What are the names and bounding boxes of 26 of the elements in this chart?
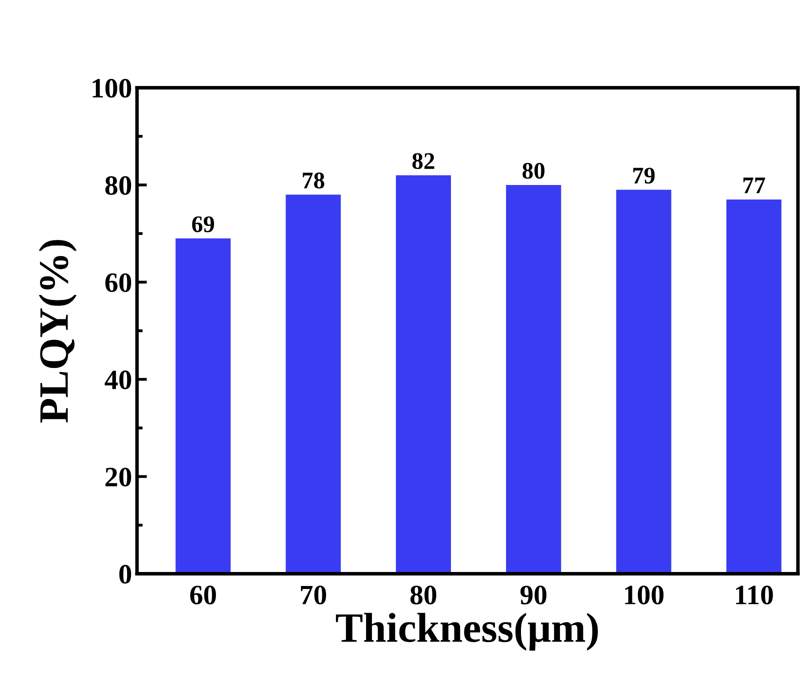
y-axis-title: PLQY(%): [38, 240, 77, 423]
y-tick-label: 20: [106, 468, 132, 486]
x-axis-title: Thickness(μm): [336, 612, 598, 651]
data-label: 80: [522, 162, 544, 179]
data-label: 79: [633, 168, 655, 184]
y-tick-label: 40: [104, 370, 132, 390]
bar: [286, 194, 341, 574]
x-tick-label: 70: [300, 586, 326, 604]
x-tick-label: 110: [736, 586, 773, 604]
data-label: 82: [412, 153, 434, 170]
bar: [396, 175, 451, 574]
data-label: 77: [743, 178, 766, 194]
x-tick-label: 80: [410, 586, 436, 604]
data-label: 78: [302, 172, 324, 188]
y-tick-label: 80: [105, 176, 132, 195]
bar: [176, 238, 231, 574]
y-tick-label: 0: [119, 564, 132, 584]
x-tick-label: 90: [520, 586, 546, 604]
data-label: 69: [192, 216, 214, 232]
bar: [726, 200, 782, 574]
x-tick-label: 100: [625, 586, 664, 604]
y-tick-label: 60: [105, 273, 132, 292]
y-tick-label: 100: [92, 78, 132, 98]
bar: [506, 184, 562, 574]
bar: [616, 190, 672, 574]
x-tick-label: 60: [190, 586, 216, 604]
